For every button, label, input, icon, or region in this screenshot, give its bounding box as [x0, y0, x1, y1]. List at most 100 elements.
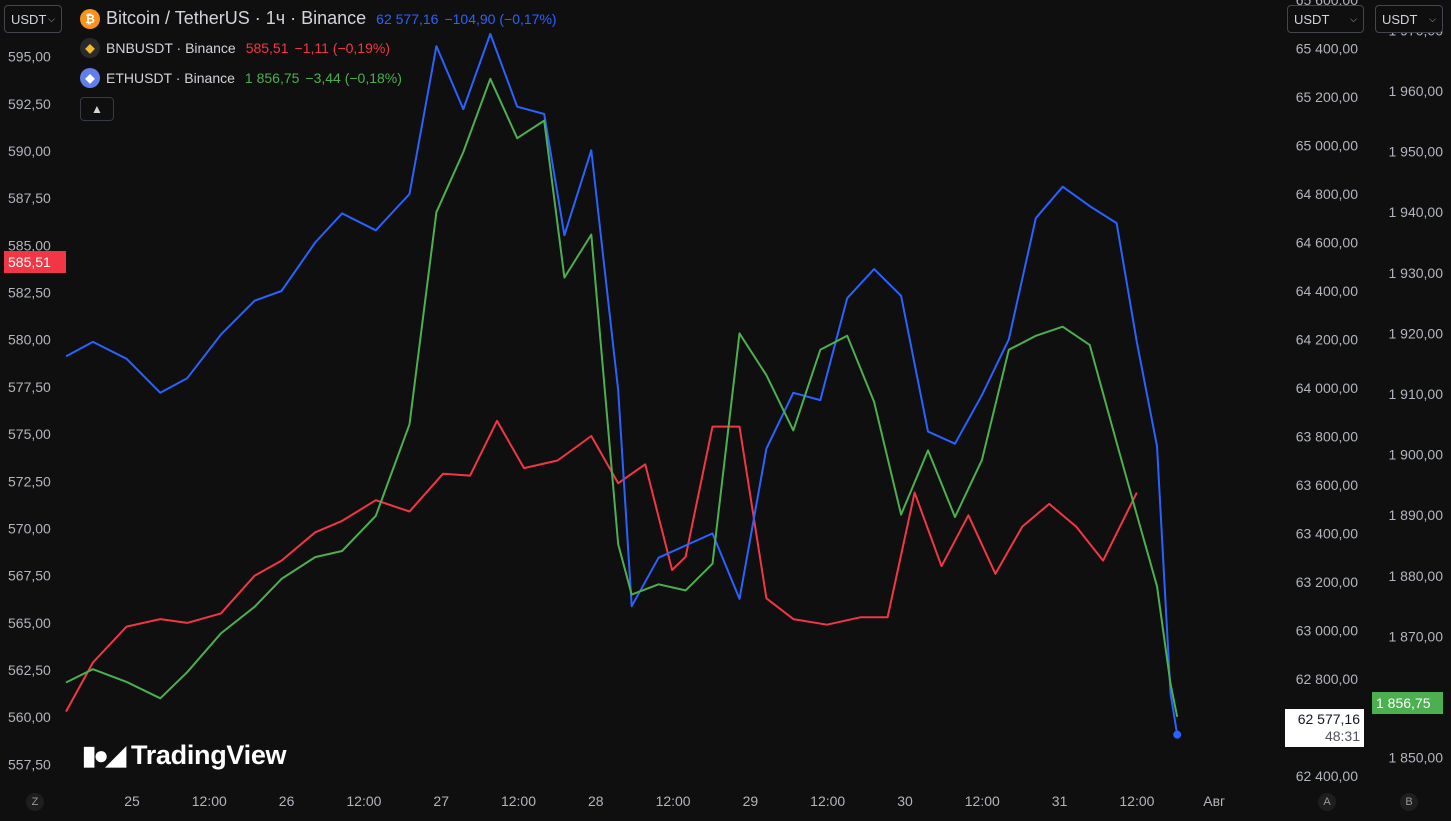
bnb-last-price-tag: 585,51 [4, 251, 66, 273]
main-series-change: −104,90 (−0,17%) [444, 10, 557, 27]
btc-axis-tick-label: 63 000,00 [1296, 622, 1358, 638]
series-line-bnbusdt [65, 419, 1138, 713]
auto-scale-label: A [1323, 796, 1331, 808]
btc-axis-tick-label: 65 000,00 [1296, 137, 1358, 153]
time-axis-tick-label: 29 [743, 793, 759, 809]
time-axis-tick-label: 28 [588, 793, 604, 809]
time-axis-tick-label: 12:00 [810, 793, 845, 809]
tradingview-logo[interactable]: ▮●◢ TradingView [82, 740, 287, 771]
btc-axis-tick-label: 64 600,00 [1296, 234, 1358, 250]
eth-axis-tick-label: 1 950,00 [1389, 144, 1444, 160]
bnb-last-price-value: 585,51 [8, 254, 51, 270]
left-axis-tick-label: 595,00 [8, 49, 51, 65]
left-axis-tick-label: 582,50 [8, 285, 51, 301]
series-line-ethusdt [65, 77, 1179, 717]
series-line-btcusdt [65, 32, 1179, 735]
tradingview-logo-icon: ▮●◢ [82, 740, 126, 770]
eth-axis-currency-select[interactable]: USDT ⌵ [1375, 5, 1443, 33]
chevron-down-icon: ⌵ [1350, 13, 1357, 24]
btc-last-point-marker [1173, 730, 1182, 739]
left-axis-tick-label: 577,50 [8, 379, 51, 395]
time-axis-tick-label: 30 [897, 793, 913, 809]
chevron-up-icon: ▲ [91, 102, 103, 116]
bnb-icon: ◆ [80, 38, 100, 58]
left-axis-tick-label: 565,00 [8, 615, 51, 631]
eth-last-price-tag: 1 856,75 [1372, 692, 1443, 714]
eth-axis-tick-label: 1 920,00 [1389, 325, 1444, 341]
time-axis-tick-label: 25 [124, 793, 140, 809]
legend-eth-series[interactable]: ◆ ETHUSDT · Binance 1 856,75 −3,44 (−0,1… [80, 68, 402, 88]
left-axis-tick-label: 587,50 [8, 190, 51, 206]
time-axis-tick-label: 12:00 [965, 793, 1000, 809]
tradingview-logo-text: TradingView [131, 740, 287, 770]
time-axis[interactable]: 25 12:00 26 12:00 27 12:00 28 12:00 29 12:00 30 12:… [124, 793, 1225, 809]
btc-axis-tick-label: 62 800,00 [1296, 671, 1358, 687]
btc-axis-tick-label: 63 600,00 [1296, 477, 1358, 493]
scale-b-button[interactable]: B [1400, 793, 1418, 811]
legend-collapse-button[interactable]: ▲ [80, 97, 114, 121]
btc-axis-currency-label: USDT [1294, 11, 1330, 27]
main-series-title: Bitcoin / TetherUS · 1ч · Binance [106, 8, 367, 28]
btc-axis-tick-label: 64 800,00 [1296, 186, 1358, 202]
btc-axis-tick-label: 63 200,00 [1296, 574, 1358, 590]
auto-scale-button[interactable]: A [1318, 793, 1336, 811]
eth-last-price-value: 1 856,75 [1376, 695, 1431, 711]
time-axis-tick-label: Авг [1203, 793, 1225, 809]
left-axis-tick-label: 580,00 [8, 332, 51, 348]
left-axis-tick-label: 560,00 [8, 709, 51, 725]
eth-axis-tick-label: 1 900,00 [1389, 447, 1444, 463]
eth-axis-tick-label: 1 870,00 [1389, 628, 1444, 644]
btc-axis-currency-select[interactable]: USDT ⌵ [1287, 5, 1364, 33]
left-axis-currency-label: USDT [11, 11, 47, 27]
zoom-toggle-button[interactable]: Z [26, 793, 44, 811]
eth-series-price: 1 856,75 [244, 70, 300, 86]
left-axis-tick-label: 590,00 [8, 143, 51, 159]
btc-axis-tick-label: 65 200,00 [1296, 89, 1358, 105]
legend-main-series[interactable]: ₿ Bitcoin / TetherUS · 1ч · Binance 62 5… [80, 8, 557, 29]
eth-axis-currency-label: USDT [1382, 11, 1418, 27]
left-price-axis[interactable]: 557,50 560,00 562,50 565,00 567,50 570,00 572,… [8, 1, 51, 772]
scale-b-label: B [1405, 796, 1413, 808]
left-axis-tick-label: 585,00 [8, 237, 51, 253]
btc-last-price-tag: 62 577,16 48:31 [1285, 709, 1364, 747]
eth-axis-tick-label: 1 890,00 [1389, 507, 1444, 523]
ethereum-icon: ◆ [80, 68, 100, 88]
time-axis-tick-label: 12:00 [346, 793, 381, 809]
eth-axis-tick-label: 1 910,00 [1389, 386, 1444, 402]
time-axis-tick-label: 12:00 [501, 793, 536, 809]
btc-axis-tick-label: 63 400,00 [1296, 525, 1358, 541]
eth-axis-tick-label: 1 880,00 [1389, 568, 1444, 584]
eth-price-axis[interactable]: 1 850,001 860,001 870,001 880,001 890,00… [1389, 22, 1444, 765]
bnb-series-change: −1,11 (−0,19%) [294, 40, 390, 56]
eth-series-name: ETHUSDT · Binance [106, 70, 235, 86]
eth-axis-tick-label: 1 940,00 [1389, 204, 1444, 220]
left-axis-currency-select[interactable]: USDT ⌵ [4, 5, 62, 33]
bnb-series-name: BNBUSDT · Binance [106, 40, 236, 56]
time-axis-tick-label: 27 [433, 793, 449, 809]
btc-axis-tick-label: 64 400,00 [1296, 283, 1358, 299]
btc-last-price-value: 62 577,16 [1297, 711, 1360, 727]
time-axis-tick-label: 31 [1052, 793, 1068, 809]
time-axis-tick-label: 12:00 [192, 793, 227, 809]
bnb-series-price: 585,51 [245, 40, 289, 56]
main-series-price: 62 577,16 [376, 10, 439, 27]
chevron-down-icon: ⌵ [48, 13, 55, 24]
btc-axis-tick-label: 65 400,00 [1296, 40, 1358, 56]
time-axis-tick-label: 12:00 [656, 793, 691, 809]
left-axis-tick-label: 570,00 [8, 520, 51, 536]
left-axis-tick-label: 592,50 [8, 96, 51, 112]
eth-series-change: −3,44 (−0,18%) [305, 70, 402, 86]
legend-bnb-series[interactable]: ◆ BNBUSDT · Binance 585,51 −1,11 (−0,19%… [80, 38, 390, 58]
bitcoin-icon: ₿ [80, 8, 100, 29]
btc-axis-tick-label: 64 000,00 [1296, 380, 1358, 396]
btc-axis-tick-label: 62 400,00 [1296, 768, 1358, 784]
left-axis-tick-label: 572,50 [8, 473, 51, 489]
left-axis-tick-label: 567,50 [8, 568, 51, 584]
series-lines [65, 32, 1182, 739]
eth-axis-tick-label: 1 850,00 [1389, 750, 1444, 766]
zoom-toggle-label: Z [31, 796, 39, 808]
left-axis-tick-label: 575,00 [8, 426, 51, 442]
btc-axis-tick-label: 65 600,00 [1296, 0, 1358, 8]
